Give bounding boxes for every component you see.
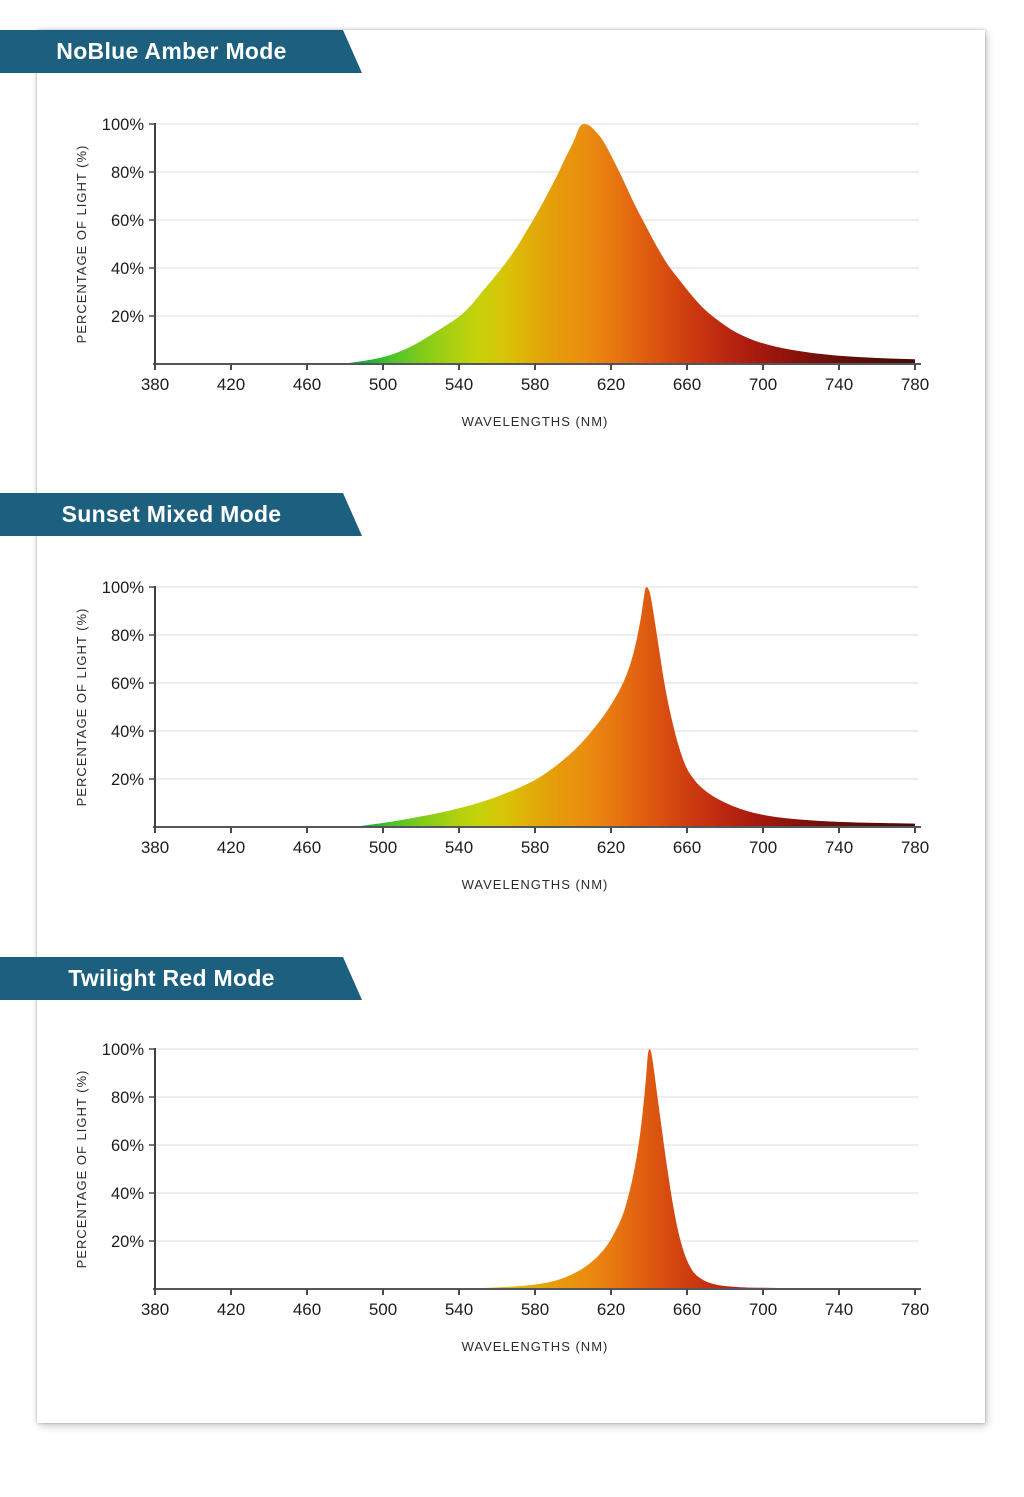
page-card: NoBlue Amber Mode 380 420 460 500 540 580 620 6… [37, 30, 985, 1423]
y-tick-label: 20% [111, 1233, 144, 1251]
twilight-red-chart: 380 420 460 500 540 580 620 660 700 740 780 20% 40% 6… [37, 1035, 985, 1371]
x-tick-label: 580 [521, 838, 549, 857]
y-axis-ticks: 20% 40% 60% 80% 100% [102, 579, 155, 789]
x-tick-label: 580 [521, 375, 549, 394]
y-axis-ticks: 20% 40% 60% 80% 100% [102, 116, 155, 326]
section-banner: Sunset Mixed Mode [0, 493, 362, 536]
x-tick-label: 740 [825, 1300, 853, 1319]
axes [153, 586, 921, 828]
y-tick-label: 40% [111, 723, 144, 741]
x-axis-ticks: 380 420 460 500 540 580 620 660 700 740 780 [141, 1289, 929, 1319]
y-tick-label: 80% [111, 164, 144, 182]
x-tick-label: 620 [597, 838, 625, 857]
section-banner: Twilight Red Mode [0, 957, 362, 1000]
y-tick-label: 60% [111, 675, 144, 693]
x-tick-label: 780 [901, 1300, 929, 1319]
spectral-chart-svg: 380 420 460 500 540 580 620 660 700 740 780 20% 40% 6… [74, 579, 929, 892]
y-axis-title: PERCENTAGE OF LIGHT (%) [74, 608, 89, 807]
section-title: NoBlue Amber Mode [56, 38, 287, 64]
x-tick-label: 500 [369, 1300, 397, 1319]
x-tick-label: 700 [749, 375, 777, 394]
y-axis-title: PERCENTAGE OF LIGHT (%) [74, 145, 89, 344]
x-axis-ticks: 380 420 460 500 540 580 620 660 700 740 780 [141, 827, 929, 857]
x-tick-label: 660 [673, 1300, 701, 1319]
x-tick-label: 740 [825, 375, 853, 394]
x-tick-label: 500 [369, 838, 397, 857]
x-axis-title: WAVELENGTHS (NM) [462, 1339, 609, 1354]
x-tick-label: 580 [521, 1300, 549, 1319]
x-tick-label: 540 [445, 375, 473, 394]
x-tick-label: 380 [141, 375, 169, 394]
noblue-amber-chart: 380 420 460 500 540 580 620 660 700 740 780 20% 40% 6… [37, 110, 985, 446]
y-tick-label: 20% [111, 771, 144, 789]
y-tick-label: 60% [111, 212, 144, 230]
section-banner: NoBlue Amber Mode [0, 30, 362, 73]
x-tick-label: 540 [445, 1300, 473, 1319]
x-tick-label: 420 [217, 375, 245, 394]
spectral-chart-svg: 380 420 460 500 540 580 620 660 700 740 780 20% 40% 6… [74, 116, 929, 429]
x-axis-ticks: 380 420 460 500 540 580 620 660 700 740 780 [141, 364, 929, 394]
x-tick-label: 620 [597, 375, 625, 394]
x-tick-label: 660 [673, 838, 701, 857]
x-axis-title: WAVELENGTHS (NM) [462, 414, 609, 429]
x-tick-label: 540 [445, 838, 473, 857]
x-tick-label: 500 [369, 375, 397, 394]
x-axis-title: WAVELENGTHS (NM) [462, 877, 609, 892]
y-tick-label: 80% [111, 627, 144, 645]
sunset-mixed-chart: 380 420 460 500 540 580 620 660 700 740 780 20% 40% 6… [37, 573, 985, 909]
x-tick-label: 420 [217, 838, 245, 857]
spectrum-curve [459, 1049, 915, 1289]
y-tick-label: 60% [111, 1137, 144, 1155]
section-twilight-red: Twilight Red Mode 380 420 460 500 540 580 620 6… [37, 957, 985, 1371]
x-tick-label: 700 [749, 1300, 777, 1319]
gridlines [155, 586, 919, 780]
y-tick-label: 40% [111, 260, 144, 278]
y-axis-ticks: 20% 40% 60% 80% 100% [102, 1041, 155, 1251]
axes [153, 1048, 921, 1290]
x-tick-label: 740 [825, 838, 853, 857]
spectrum-curve [341, 124, 915, 364]
x-tick-label: 460 [293, 1300, 321, 1319]
x-tick-label: 380 [141, 838, 169, 857]
x-tick-label: 700 [749, 838, 777, 857]
y-tick-label: 40% [111, 1185, 144, 1203]
spectrum-curve [352, 587, 916, 827]
x-tick-label: 780 [901, 375, 929, 394]
x-tick-label: 460 [293, 838, 321, 857]
x-tick-label: 460 [293, 375, 321, 394]
y-tick-label: 100% [102, 1041, 145, 1059]
section-noblue-amber: NoBlue Amber Mode 380 420 460 500 540 580 620 6… [37, 30, 985, 446]
y-tick-label: 80% [111, 1089, 144, 1107]
spectral-chart-svg: 380 420 460 500 540 580 620 660 700 740 780 20% 40% 6… [74, 1041, 929, 1354]
section-title: Twilight Red Mode [68, 965, 275, 991]
section-title: Sunset Mixed Mode [61, 501, 282, 527]
y-axis-title: PERCENTAGE OF LIGHT (%) [74, 1070, 89, 1269]
section-sunset-mixed: Sunset Mixed Mode 380 420 460 500 540 580 620 6… [37, 493, 985, 909]
x-tick-label: 660 [673, 375, 701, 394]
y-tick-label: 100% [102, 579, 145, 597]
y-tick-label: 100% [102, 116, 145, 134]
x-tick-label: 620 [597, 1300, 625, 1319]
gridlines [155, 1048, 919, 1242]
y-tick-label: 20% [111, 308, 144, 326]
x-tick-label: 780 [901, 838, 929, 857]
axes [153, 123, 921, 365]
x-tick-label: 420 [217, 1300, 245, 1319]
x-tick-label: 380 [141, 1300, 169, 1319]
